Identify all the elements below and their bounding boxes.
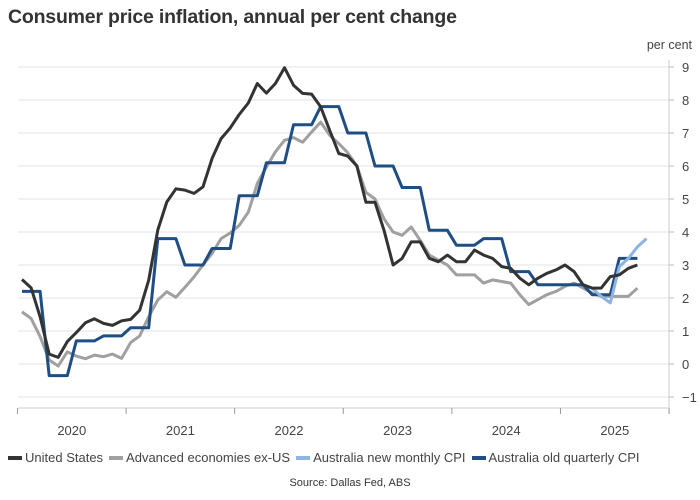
y-axis-unit-label: per cent [646, 38, 692, 52]
series-australia-old-quarterly-cpi [22, 105, 638, 378]
x-tick-label: 2024 [492, 423, 521, 438]
legend-swatch [471, 455, 486, 460]
legend-item: Australia old quarterly CPI [471, 450, 640, 465]
y-tick-label: 1 [682, 324, 689, 339]
legend-label: Australia old quarterly CPI [488, 450, 640, 465]
x-tick-label: 2021 [166, 423, 195, 438]
x-tick-label: 2022 [275, 423, 304, 438]
y-tick-label: 2 [682, 291, 689, 306]
legend: United States Advanced economies ex-US Aus… [8, 450, 640, 465]
y-tick-label: 0 [682, 357, 689, 372]
x-tick-label: 2025 [600, 423, 629, 438]
x-tick-label: 2020 [57, 423, 86, 438]
y-tick-label: 8 [682, 93, 689, 108]
y-tick-label: 5 [682, 192, 689, 207]
legend-item: Advanced economies ex-US [109, 450, 290, 465]
y-tick-label: 7 [682, 126, 689, 141]
y-tick-label: 6 [682, 159, 689, 174]
y-tick-label: 4 [682, 225, 689, 240]
legend-swatch [109, 455, 124, 460]
legend-swatch [8, 455, 22, 460]
series-united-states [20, 66, 638, 359]
legend-item: Australia new monthly CPI [296, 450, 466, 465]
y-tick-label: −1 [682, 390, 697, 405]
legend-label: United States [25, 450, 104, 465]
source-note: Source: Dallas Fed, ABS [289, 477, 411, 489]
series-advanced-economies-ex-us [21, 120, 639, 368]
series-line [20, 66, 638, 359]
legend-label: Australia new monthly CPI [313, 450, 466, 465]
y-tick-label: 9 [682, 60, 689, 75]
chart-title: Consumer price inflation, annual per cen… [8, 6, 457, 28]
legend-item: United States [8, 450, 103, 465]
x-tick-label: 2023 [383, 423, 412, 438]
series-line [22, 105, 638, 378]
legend-label: Advanced economies ex-US [126, 450, 291, 465]
y-tick-label: 3 [682, 258, 689, 273]
legend-swatch [296, 455, 311, 460]
series-line [21, 120, 639, 368]
